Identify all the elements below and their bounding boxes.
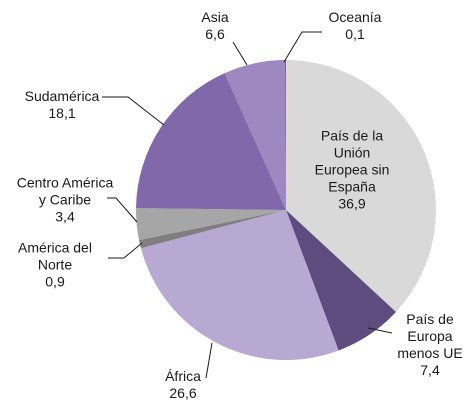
category-label: América del Norte	[18, 239, 92, 273]
pie-slice	[140, 210, 339, 360]
pie-slice	[136, 73, 286, 211]
leader-line	[108, 242, 143, 259]
leader-line	[283, 31, 322, 63]
category-label: Asia	[201, 9, 229, 25]
value-label: 26,6	[169, 385, 197, 401]
leader-line	[367, 327, 393, 334]
value-label: 6,6	[205, 26, 225, 42]
slice-label: Oceanía 0,1	[320, 9, 390, 43]
leader-line	[102, 96, 165, 126]
category-label: Centro América y Caribe	[16, 174, 114, 208]
pie-slice	[224, 60, 286, 210]
value-label: 0,1	[345, 26, 365, 42]
category-label: Oceanía	[328, 9, 382, 25]
slice-label: Centro América y Caribe 3,4	[15, 175, 115, 226]
pie-slice	[286, 60, 436, 312]
pie-slice	[286, 210, 396, 351]
value-label: 0,9	[45, 273, 65, 290]
value-label: 18,1	[48, 105, 76, 121]
slice-label: País de la Unión Europea sin España 36,9	[308, 128, 396, 213]
slice-label: África 26,6	[143, 368, 223, 402]
value-label: 3,4	[55, 208, 75, 225]
leader-line	[107, 197, 138, 223]
pie-slice	[139, 210, 286, 249]
pie-slice	[285, 60, 286, 210]
value-label: 7,4	[420, 362, 440, 378]
category-label: África	[165, 368, 201, 384]
leader-line	[232, 41, 248, 66]
slice-label: Asia 6,6	[185, 9, 245, 43]
slice-label: América del Norte 0,9	[5, 240, 105, 291]
category-label: País de la Unión Europea sin España	[314, 127, 390, 195]
category-label: País de Europa menos UE	[397, 311, 463, 361]
leader-line	[205, 342, 213, 379]
slice-label: Sudamérica 18,1	[7, 88, 117, 122]
value-label: 36,9	[338, 195, 366, 212]
category-label: Sudamérica	[24, 88, 100, 104]
slice-label: País de Europa menos UE 7,4	[393, 311, 468, 379]
pie-slice	[136, 208, 286, 240]
